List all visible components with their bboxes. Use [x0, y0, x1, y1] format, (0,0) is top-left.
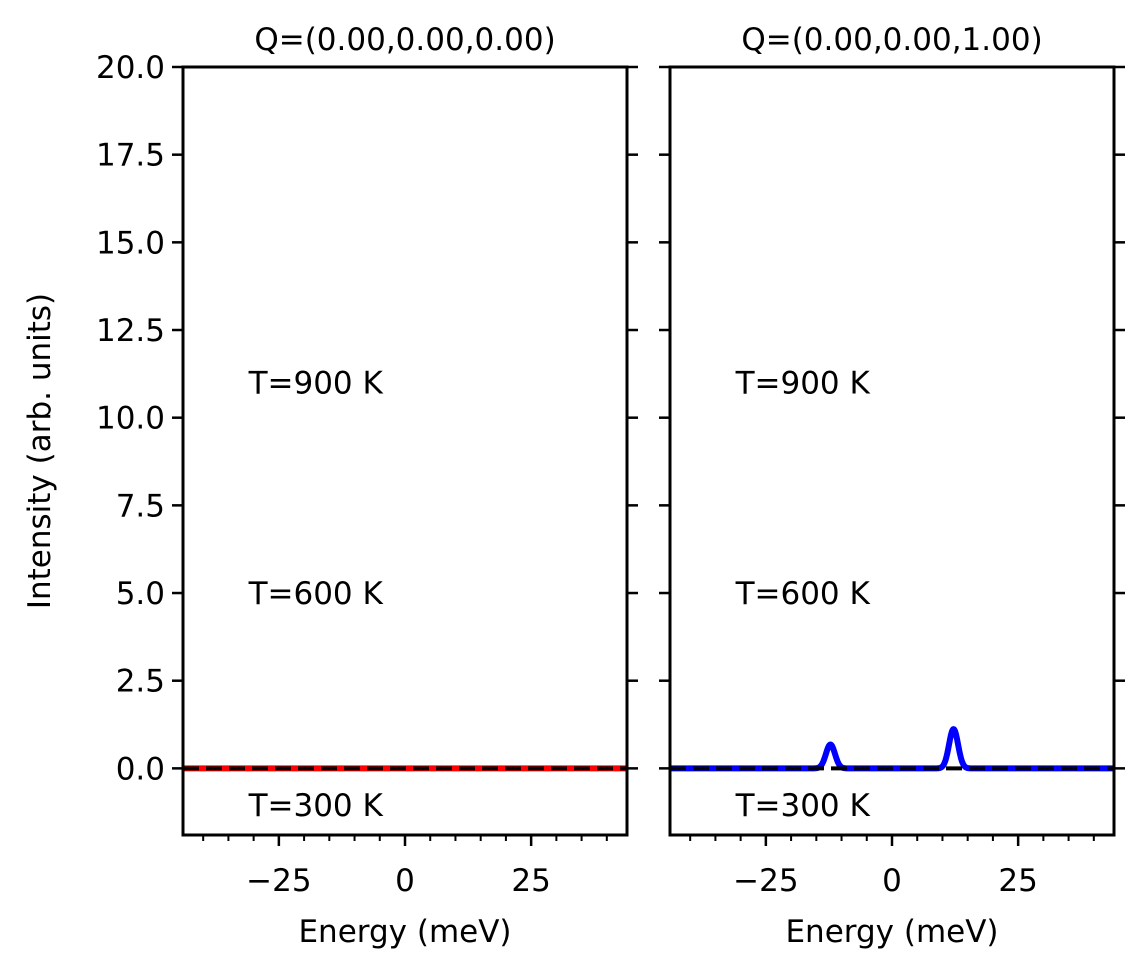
panel-1-ytick-label: 20.0 — [96, 50, 165, 86]
panel-1-ytick-label: 12.5 — [96, 313, 165, 349]
panel-1-annotation-3: T=300 K — [248, 788, 384, 824]
panel-2-title: Q=(0.00,0.00,1.00) — [741, 22, 1042, 58]
panel-1-annotation-2: T=600 K — [248, 576, 384, 612]
panel-1-ytick-label: 15.0 — [96, 225, 165, 261]
panel-2-annotation-2: T=600 K — [735, 576, 871, 612]
panel-1-xtick-label: −25 — [246, 863, 311, 899]
panel-1-axes-frame — [181, 65, 629, 837]
panel-2-axes-frame — [668, 65, 1116, 837]
panel-1-xtick-label: 25 — [511, 863, 550, 899]
panel-1-ylabel: Intensity (arb. units) — [22, 293, 58, 609]
panel-1-xtick-label: 0 — [395, 863, 415, 899]
panel-2-series-line-1 — [670, 726, 1114, 772]
panel-1-title: Q=(0.00,0.00,0.00) — [254, 22, 555, 58]
panel-2-annotation-1: T=900 K — [735, 366, 871, 402]
panel-2-xtick-label: 0 — [882, 863, 902, 899]
panel-1-ytick-label: 10.0 — [96, 401, 165, 437]
panel-2-series-group — [670, 726, 1114, 772]
panel-2-xtick-label: −25 — [733, 863, 798, 899]
panel-1-ytick-label: 7.5 — [116, 488, 165, 524]
panel-2-xtick-label: 25 — [998, 863, 1037, 899]
panel-1-xlabel: Energy (meV) — [298, 914, 511, 950]
panel-1-ytick-label: 0.0 — [116, 751, 165, 787]
panel-1-ytick-label: 17.5 — [96, 138, 165, 174]
panel-1-ytick-label: 5.0 — [116, 576, 165, 612]
panel-2-xlabel: Energy (meV) — [785, 914, 998, 950]
panel-2-annotation-3: T=300 K — [735, 788, 871, 824]
panel-1-ytick-label: 2.5 — [116, 664, 165, 700]
panel-1-annotation-1: T=900 K — [248, 366, 384, 402]
